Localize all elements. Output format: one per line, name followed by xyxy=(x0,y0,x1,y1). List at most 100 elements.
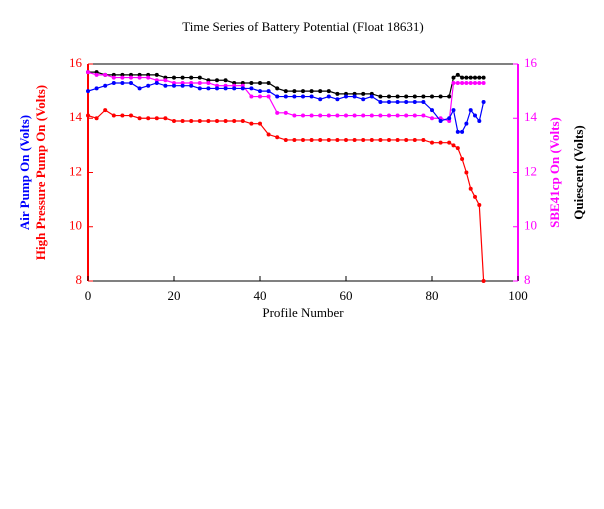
data-point xyxy=(232,86,237,91)
data-point xyxy=(301,89,305,94)
data-point xyxy=(326,94,331,99)
data-point xyxy=(412,137,417,142)
data-point xyxy=(451,143,456,148)
data-point xyxy=(477,80,482,85)
data-point xyxy=(266,132,271,137)
data-point xyxy=(154,116,159,121)
data-point xyxy=(395,137,400,142)
y-tick-label: 12 xyxy=(69,163,82,178)
data-point xyxy=(404,94,409,99)
data-point xyxy=(477,203,482,208)
data-point xyxy=(137,116,142,121)
data-point xyxy=(468,186,473,191)
data-point xyxy=(404,137,409,142)
data-point xyxy=(180,118,185,123)
data-point xyxy=(460,75,465,80)
data-point xyxy=(361,97,366,102)
data-point xyxy=(481,99,486,104)
data-point xyxy=(378,94,383,99)
data-point xyxy=(369,137,374,142)
data-point xyxy=(86,70,90,75)
data-point xyxy=(378,99,383,104)
data-point xyxy=(189,83,194,88)
data-point xyxy=(189,75,194,80)
data-point xyxy=(455,129,460,134)
data-point xyxy=(438,118,443,123)
x-tick-label: 0 xyxy=(85,288,92,303)
data-point xyxy=(266,94,271,99)
y2-axis-label: Quiescent (Volts) xyxy=(571,125,586,220)
data-point xyxy=(266,80,271,85)
data-point xyxy=(137,75,142,80)
data-point xyxy=(369,94,374,99)
data-point xyxy=(412,113,417,118)
data-point xyxy=(438,94,443,99)
data-point xyxy=(361,113,366,118)
data-point xyxy=(86,89,90,94)
data-point xyxy=(215,118,219,123)
data-point xyxy=(129,80,133,85)
data-point xyxy=(275,135,280,140)
x-tick-label: 20 xyxy=(168,288,181,303)
data-point xyxy=(464,75,469,80)
data-point xyxy=(412,94,417,99)
data-point xyxy=(103,72,108,77)
data-point xyxy=(352,94,357,99)
data-point xyxy=(163,83,168,88)
data-point xyxy=(477,75,482,80)
y-tick-label: 14 xyxy=(69,109,83,124)
data-point xyxy=(258,89,262,94)
data-point xyxy=(352,113,357,118)
data-point xyxy=(326,113,331,118)
data-point xyxy=(232,118,237,123)
data-point xyxy=(395,94,400,99)
data-point xyxy=(94,116,99,121)
data-point xyxy=(172,75,176,80)
data-point xyxy=(455,72,460,77)
data-point xyxy=(460,129,465,134)
data-point xyxy=(249,121,254,126)
data-point xyxy=(266,89,271,94)
data-point xyxy=(326,137,331,142)
data-point xyxy=(197,118,202,123)
data-point xyxy=(438,140,443,145)
data-point xyxy=(378,113,383,118)
data-point xyxy=(344,113,348,118)
data-point xyxy=(223,78,228,83)
data-point xyxy=(197,80,202,85)
data-point xyxy=(223,118,228,123)
data-point xyxy=(120,80,125,85)
data-point xyxy=(468,108,473,113)
data-point xyxy=(421,99,426,104)
data-point xyxy=(460,156,465,161)
data-point xyxy=(292,137,297,142)
data-point xyxy=(395,113,400,118)
y-tick-label: 8 xyxy=(76,272,83,287)
data-point xyxy=(326,89,331,94)
data-point xyxy=(387,99,391,104)
data-point xyxy=(206,118,211,123)
data-point xyxy=(94,72,99,77)
data-point xyxy=(318,113,323,118)
x-tick-label: 80 xyxy=(426,288,439,303)
data-point xyxy=(189,118,194,123)
data-point xyxy=(455,80,460,85)
y2-tick-label: 12 xyxy=(524,163,537,178)
y2-tick-label: 8 xyxy=(524,272,531,287)
data-point xyxy=(240,118,245,123)
data-point xyxy=(111,80,116,85)
data-point xyxy=(430,94,434,99)
data-point xyxy=(275,94,280,99)
data-point xyxy=(481,75,486,80)
data-point xyxy=(240,86,245,91)
data-point xyxy=(344,137,348,142)
data-point xyxy=(301,113,305,118)
data-point xyxy=(249,94,254,99)
y2-tick-label: 10 xyxy=(524,218,537,233)
data-point xyxy=(451,75,456,80)
data-point xyxy=(473,75,477,80)
data-point xyxy=(206,86,211,91)
data-point xyxy=(430,140,434,145)
